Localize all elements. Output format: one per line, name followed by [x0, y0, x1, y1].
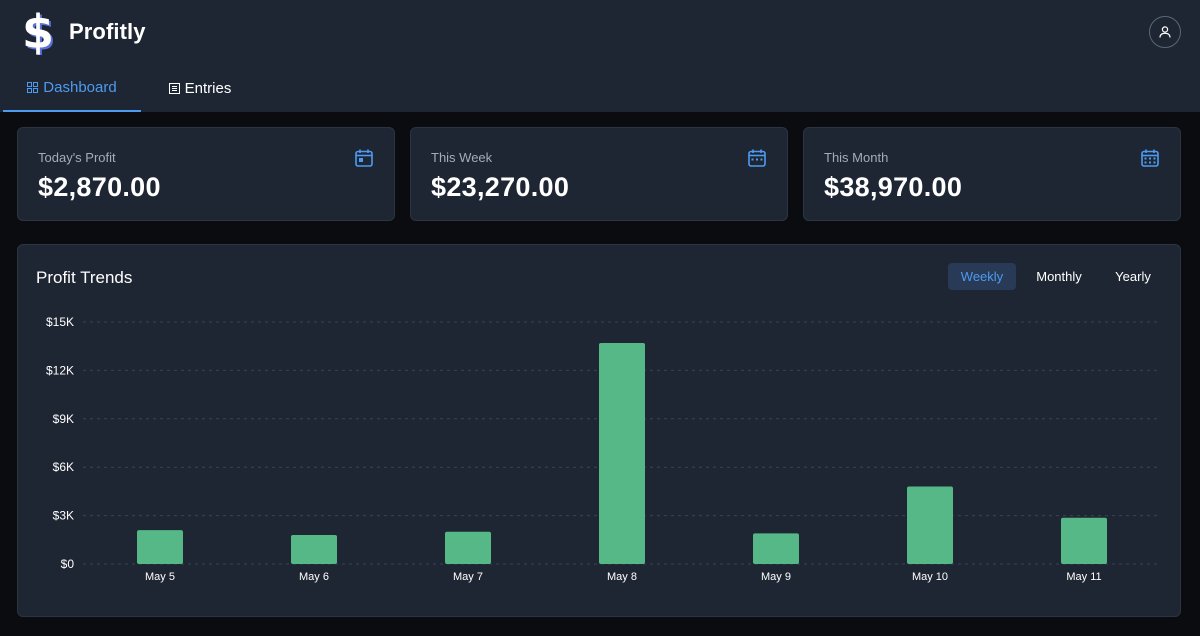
stat-value: $23,270.00 — [431, 172, 570, 202]
y-tick-label: $12K — [46, 363, 74, 377]
tab-entries-label: Entries — [184, 79, 232, 97]
stat-value: $2,870.00 — [38, 172, 161, 202]
list-icon — [168, 82, 180, 94]
stat-label: This Month — [824, 150, 889, 165]
y-tick-label: $0 — [61, 557, 75, 571]
bar — [753, 533, 799, 564]
x-tick-label: May 7 — [453, 571, 483, 583]
stat-label: This Week — [431, 150, 493, 165]
calendar-month-icon — [1141, 149, 1159, 167]
app-title: Profitly — [69, 19, 146, 44]
x-tick-label: May 9 — [761, 571, 791, 583]
svg-text:$: $ — [24, 9, 56, 55]
dashboard-grid-icon — [27, 81, 39, 93]
tab-entries[interactable]: Entries — [155, 64, 245, 112]
tab-dashboard[interactable]: Dashboard — [3, 64, 141, 112]
stat-card-week: This Week $23,270.00 — [410, 127, 788, 221]
y-tick-label: $3K — [53, 509, 74, 523]
user-icon — [1159, 26, 1171, 38]
profit-trends-panel: Profit Trends Weekly Monthly Yearly $0 $3… — [17, 244, 1181, 617]
profit-bar-chart: $0 $3K $6K $9K $12K $15K May 5 May 6 May 7 May 8 M… — [46, 315, 1161, 583]
y-tick-label: $9K — [53, 412, 74, 426]
x-tick-label: May 10 — [912, 571, 948, 583]
y-tick-label: $6K — [53, 460, 74, 474]
x-tick-label: May 6 — [299, 571, 329, 583]
stat-card-month: This Month $38,970.00 — [803, 127, 1181, 221]
calendar-week-icon — [748, 149, 766, 167]
y-tick-label: $15K — [46, 315, 74, 329]
period-weekly-button[interactable]: Weekly — [948, 263, 1016, 290]
x-tick-label: May 5 — [145, 571, 175, 583]
dollar-logo-icon: $ $ — [22, 9, 56, 55]
tab-dashboard-label: Dashboard — [43, 78, 117, 96]
stat-value: $38,970.00 — [824, 172, 963, 202]
stat-card-today: Today's Profit $2,870.00 — [17, 127, 395, 221]
calendar-day-icon — [355, 149, 373, 167]
stat-label: Today's Profit — [38, 150, 116, 165]
bar — [907, 486, 953, 564]
period-monthly-button[interactable]: Monthly — [1036, 269, 1082, 284]
bar — [445, 531, 491, 564]
bar — [1061, 517, 1107, 564]
bar — [291, 534, 337, 564]
top-bar: $ $ Profitly Dashboard Entries — [0, 0, 1200, 112]
bar — [137, 530, 183, 564]
period-yearly-button[interactable]: Yearly — [1115, 269, 1151, 284]
chart-title: Profit Trends — [36, 268, 133, 287]
x-tick-label: May 8 — [607, 571, 637, 583]
bar — [599, 342, 645, 564]
account-button[interactable] — [1149, 16, 1181, 48]
x-tick-label: May 11 — [1066, 571, 1101, 583]
svg-text:$: $ — [22, 9, 54, 55]
